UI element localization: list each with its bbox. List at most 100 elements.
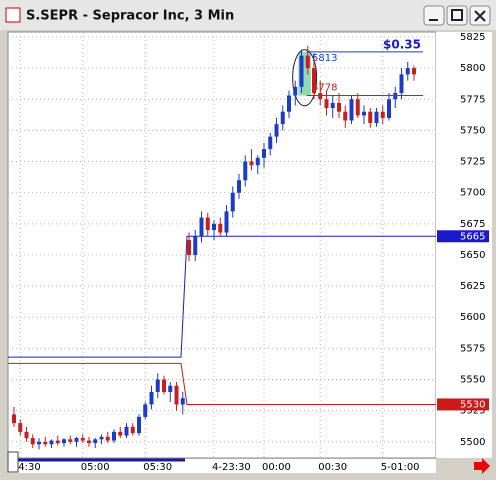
candle-body	[293, 86, 298, 96]
x-tick-label: 4:30	[18, 462, 40, 473]
x-tick-label: 5-01:00	[381, 462, 420, 473]
candle-body	[343, 111, 348, 121]
candle-body	[330, 103, 335, 108]
y-tick-label: 5675	[460, 219, 485, 230]
candle-body	[405, 68, 410, 75]
candle-body	[299, 55, 304, 87]
y-tick-label: 5550	[460, 375, 485, 386]
candle-body	[237, 180, 241, 193]
plot-area	[7, 31, 437, 459]
candle-body	[224, 211, 229, 233]
candle-body	[262, 149, 266, 158]
candle-body	[162, 379, 166, 392]
candle-body	[399, 74, 404, 94]
app-icon	[5, 7, 21, 23]
candle-body	[305, 55, 310, 69]
candle-body	[80, 438, 85, 441]
minimize-button[interactable]	[423, 5, 445, 26]
level-line	[8, 362, 436, 405]
candle-body	[137, 416, 141, 434]
candle-body	[168, 385, 173, 392]
x-tick-label: 00:00	[262, 462, 291, 473]
candle-body	[324, 99, 329, 108]
candle-body	[149, 391, 154, 405]
candle-body	[93, 439, 98, 444]
y-tick-label: 5650	[460, 250, 485, 261]
candle-body	[130, 426, 135, 434]
candle-body	[412, 68, 416, 75]
candle-body	[349, 99, 354, 121]
candle-body	[187, 240, 191, 255]
x-tick-label: 4-23:30	[212, 462, 251, 473]
candle-body	[280, 111, 285, 125]
maximize-button[interactable]	[446, 5, 468, 26]
candle-body	[312, 68, 316, 94]
candle-body	[380, 111, 385, 118]
candle-body	[230, 192, 235, 212]
candle-body	[24, 431, 29, 439]
candle-body	[62, 439, 66, 444]
candle-body	[105, 436, 110, 441]
change-label: $0.35	[383, 38, 421, 52]
candle-body	[143, 404, 148, 417]
time-axis	[8, 459, 436, 473]
candle-body	[243, 161, 248, 181]
level-tag	[437, 398, 489, 411]
candle-body	[155, 379, 160, 392]
candle-body	[199, 217, 204, 237]
y-tick-label: 5575	[460, 343, 485, 354]
candle-body	[180, 398, 185, 405]
close-icon	[474, 10, 486, 22]
candle-body	[274, 124, 279, 137]
candle-body	[318, 93, 323, 100]
candle-body	[393, 93, 398, 100]
candle-body	[362, 111, 366, 116]
candle-body	[118, 431, 123, 436]
maximize-icon	[451, 9, 463, 21]
scroll-arrow[interactable]	[474, 458, 490, 474]
level-tag	[437, 230, 489, 243]
x-tick-label: 05:30	[143, 462, 172, 473]
y-tick-label: 5700	[460, 188, 485, 199]
candle-body	[255, 157, 260, 166]
y-tick-label: 5625	[460, 281, 485, 292]
candle-body	[12, 414, 16, 424]
candle-body	[287, 95, 291, 112]
scroll-box[interactable]	[7, 451, 19, 473]
candle-body	[99, 436, 104, 440]
title-bar	[0, 0, 496, 30]
candle-body	[87, 440, 91, 444]
highlight-ellipse	[292, 49, 318, 107]
y-tick-label: 5750	[460, 125, 485, 136]
y-tick-label: 5775	[460, 94, 485, 105]
candle-body	[55, 440, 60, 444]
candle-body	[368, 111, 373, 123]
candle-body	[174, 385, 179, 405]
candle-body	[212, 223, 216, 231]
y-tick-label: 5500	[460, 437, 485, 448]
candle-body	[112, 431, 116, 441]
y-tick-label: 5600	[460, 312, 485, 323]
price-axis	[436, 32, 492, 458]
level-tag-label: 5530	[460, 399, 485, 410]
candle-body	[74, 438, 79, 442]
candle-body	[124, 426, 129, 436]
candle-body	[68, 439, 73, 442]
level-line	[8, 235, 436, 358]
y-tick-label: 5725	[460, 157, 485, 168]
candle-body	[205, 217, 210, 231]
high-label: 5813	[312, 53, 337, 64]
candle-body	[18, 423, 23, 432]
candle-body	[43, 441, 48, 445]
candle-body	[49, 440, 54, 445]
candle-body	[337, 103, 341, 112]
level-tag-label: 5665	[460, 231, 485, 242]
candle-body	[193, 236, 198, 255]
candle-body	[30, 438, 35, 445]
x-tick-label: 05:00	[81, 462, 110, 473]
candle-body	[387, 99, 391, 118]
candle-body	[37, 441, 41, 445]
y-tick-label: 5525	[460, 406, 485, 417]
window-title: S.SEPR - Sepracor Inc, 3 Min	[26, 9, 234, 24]
